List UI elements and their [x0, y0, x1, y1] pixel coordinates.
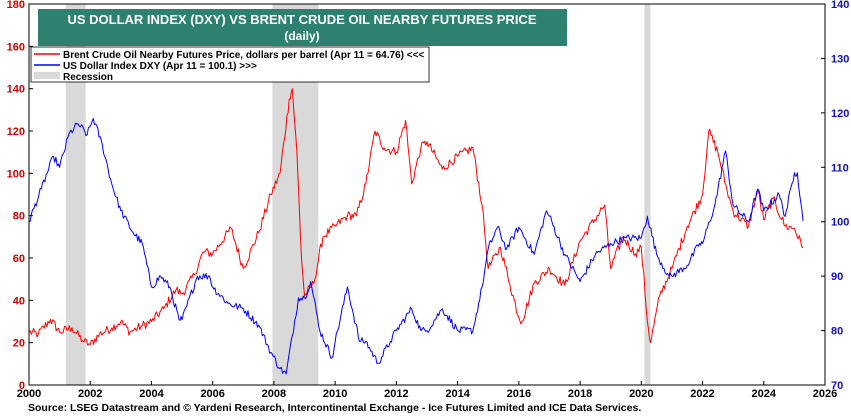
right-tick-label: 140	[831, 0, 849, 11]
x-tick-label: 2018	[568, 388, 592, 400]
left-tick-label: 60	[13, 253, 25, 265]
right-tick-label: 90	[831, 271, 843, 283]
left-tick-label: 100	[7, 168, 25, 180]
title-background	[38, 9, 567, 46]
left-tick-label: 140	[7, 84, 25, 96]
recession-band-3	[644, 4, 651, 385]
legend-label-recession: Recession	[63, 72, 113, 83]
x-tick-label: 2008	[262, 388, 286, 400]
left-tick-label: 180	[7, 0, 25, 11]
right-tick-label: 70	[831, 380, 843, 392]
x-tick-label: 2024	[752, 388, 777, 400]
right-tick-label: 130	[831, 53, 849, 65]
left-tick-label: 120	[7, 126, 25, 138]
chart-title-box: US DOLLAR INDEX (DXY) VS BRENT CRUDE OIL…	[38, 9, 567, 46]
series-lines	[28, 88, 804, 375]
source-note: Source: LSEG Datastream and © Yardeni Re…	[28, 402, 642, 414]
legend-label-brent: Brent Crude Oil Nearby Futures Price, do…	[63, 50, 424, 61]
x-tick-label: 2020	[629, 388, 653, 400]
chart-subtitle: (daily)	[284, 29, 319, 43]
x-tick-label: 2022	[690, 388, 714, 400]
right-tick-label: 80	[831, 326, 843, 338]
dxy-series-line	[28, 117, 804, 375]
legend-box	[30, 46, 430, 83]
recession-band-1	[65, 4, 86, 385]
x-tick-label: 2004	[139, 388, 164, 400]
brent-series-line	[28, 88, 804, 346]
x-tick-label: 2006	[200, 388, 224, 400]
left-tick-label: 80	[13, 211, 25, 223]
left-tick-label: 40	[13, 295, 25, 307]
legend-swatch-recession	[34, 72, 60, 79]
x-tick-label: 2010	[323, 388, 347, 400]
left-tick-label: 20	[13, 338, 25, 350]
right-tick-label: 100	[831, 217, 849, 229]
legend: Brent Crude Oil Nearby Futures Price, do…	[30, 46, 430, 83]
x-tick-label: 2014	[445, 388, 470, 400]
x-tick-label: 2026	[813, 388, 837, 400]
right-tick-label: 120	[831, 108, 849, 120]
plot-frame	[28, 3, 826, 386]
left-tick-label: 0	[19, 380, 25, 392]
legend-label-dxy: US Dollar Index DXY (Apr 11 = 100.1) >>>	[63, 61, 257, 72]
x-tick-label: 2002	[78, 388, 102, 400]
x-tick-label: 2016	[507, 388, 531, 400]
left-tick-label: 160	[7, 41, 25, 53]
x-tick-label: 2000	[17, 388, 41, 400]
chart-title: US DOLLAR INDEX (DXY) VS BRENT CRUDE OIL…	[67, 12, 536, 27]
axis-ticks: 0 20 40 60 80 100 120 140 160 180 70 80 90 100 110 120 1…	[7, 0, 850, 400]
right-tick-label: 110	[831, 162, 849, 174]
x-tick-label: 2012	[384, 388, 408, 400]
